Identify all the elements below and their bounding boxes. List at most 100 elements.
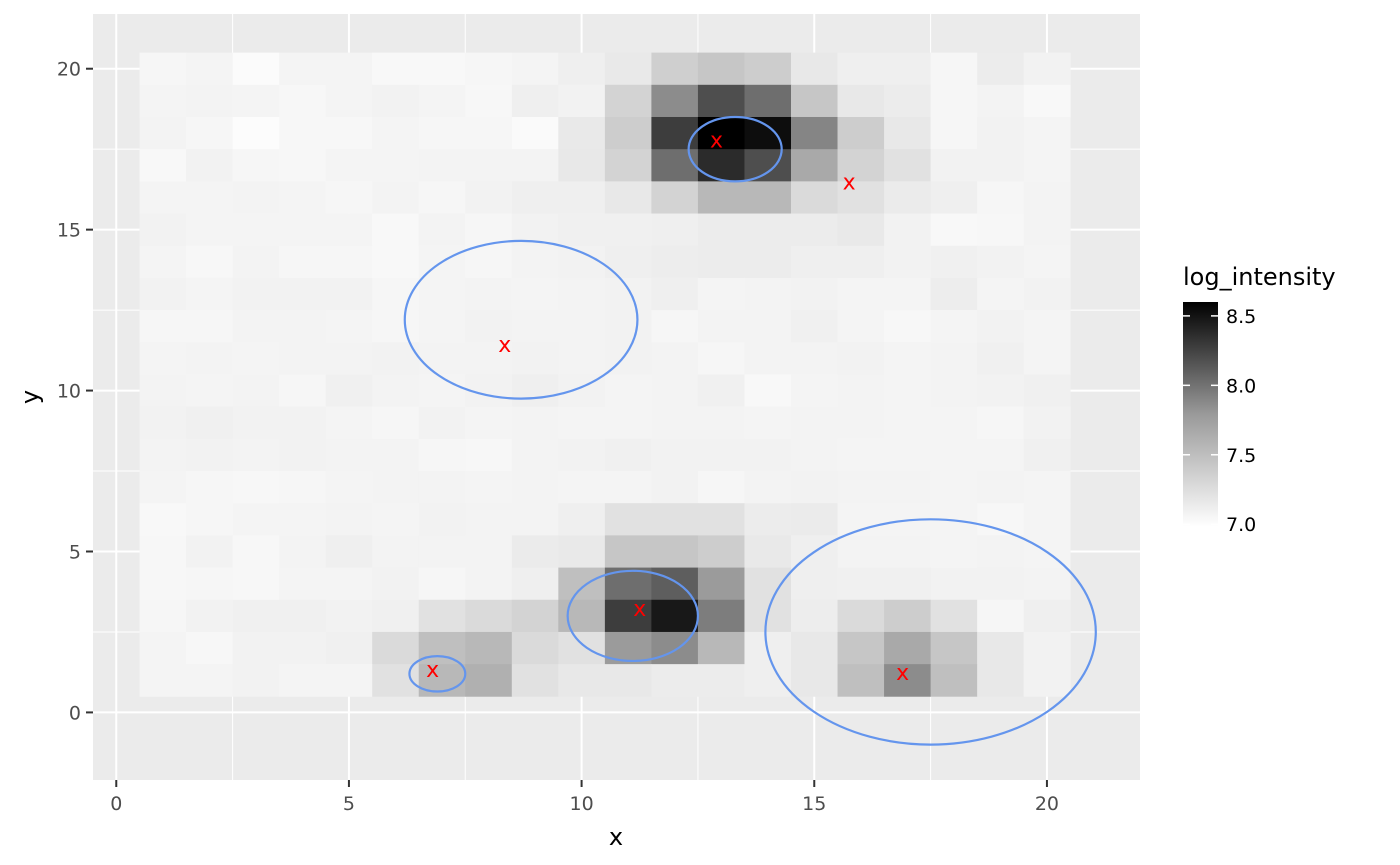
heatmap-tile: [139, 245, 187, 279]
heatmap-tile: [279, 342, 327, 375]
heatmap-tile: [930, 116, 978, 150]
heatmap-tile: [186, 438, 233, 472]
heatmap-tile: [139, 567, 187, 601]
heatmap-tile: [372, 567, 420, 601]
heatmap-tile: [511, 503, 559, 536]
heatmap-tile: [697, 213, 745, 247]
heatmap-tile: [604, 245, 652, 279]
heatmap-tile: [604, 599, 652, 633]
heatmap-tile: [186, 213, 233, 247]
heatmap-tile: [139, 277, 187, 311]
region-circle: [403, 239, 639, 400]
y-tick-label: 10: [57, 381, 81, 403]
heatmap-tile: [651, 149, 699, 182]
heatmap-tile: [651, 599, 699, 633]
heatmap-tile: [418, 631, 466, 665]
heatmap-tile: [837, 181, 885, 214]
heatmap-tile: [558, 116, 606, 150]
heatmap-tile: [279, 406, 327, 440]
heatmap-tile: [837, 84, 885, 118]
heatmap-tile: [418, 406, 466, 440]
heatmap-tile: [837, 52, 885, 86]
heatmap-tile: [651, 374, 699, 408]
heatmap-tile: [418, 503, 466, 536]
heatmap-tile: [186, 374, 233, 408]
heatmap-tile: [884, 116, 931, 150]
heatmap-tile: [511, 535, 559, 568]
heatmap-tile: [232, 374, 280, 408]
heatmap-tile: [884, 52, 931, 86]
heatmap-tile: [697, 84, 745, 118]
heatmap-tile: [372, 438, 420, 472]
heatmap-tile: [279, 503, 327, 536]
heatmap-tile: [325, 471, 373, 504]
region-circle: [764, 518, 1097, 746]
heatmap-tile: [977, 471, 1025, 504]
heatmap-tile: [930, 84, 978, 118]
heatmap-tile: [511, 599, 559, 633]
heatmap-tile: [372, 181, 420, 214]
heatmap-tile: [186, 406, 233, 440]
heatmap-tile: [232, 213, 280, 247]
heatmap-tile: [930, 277, 978, 311]
heatmap-tile: [604, 406, 652, 440]
heatmap-tile: [791, 471, 838, 504]
heatmap-tile: [1023, 471, 1071, 504]
heatmap-tile: [884, 535, 931, 568]
heatmap-tile: [837, 567, 885, 601]
heatmap-tile: [744, 535, 792, 568]
heatmap-tile: [791, 342, 838, 375]
heatmap-tile: [279, 631, 327, 665]
heatmap-tile: [744, 213, 792, 247]
heatmap-tile: [884, 310, 931, 343]
heatmap-tile: [884, 181, 931, 214]
legend-tick-label: 8.0: [1226, 375, 1256, 397]
heatmap-tile: [279, 535, 327, 568]
heatmap-tile: [232, 438, 280, 472]
heatmap-tile: [884, 406, 931, 440]
heatmap-tile: [604, 149, 652, 182]
heatmap-tile: [139, 342, 187, 375]
heatmap-tile: [1023, 149, 1071, 182]
heatmap-tile: [325, 438, 373, 472]
heatmap-tile: [511, 84, 559, 118]
heatmap-tile: [1023, 631, 1071, 665]
heatmap-tile: [697, 631, 745, 665]
heatmap-tile: [744, 277, 792, 311]
heatmap-tile: [511, 245, 559, 279]
heatmap-tile: [186, 535, 233, 568]
heatmap-tile: [325, 245, 373, 279]
heatmap-tile: [930, 374, 978, 408]
heatmap-tile: [465, 438, 513, 472]
heatmap-tile: [837, 213, 885, 247]
heatmap-tile: [977, 245, 1025, 279]
heatmap-tile: [837, 438, 885, 472]
heatmap-tile: [325, 503, 373, 536]
heatmap-tile: [558, 52, 606, 86]
heatmap-tile: [418, 213, 466, 247]
heatmap-tile: [604, 84, 652, 118]
heatmap-tile: [511, 310, 559, 343]
heatmap-tile: [232, 149, 280, 182]
heatmap-tile: [1023, 84, 1071, 118]
heatmap-tile: [837, 277, 885, 311]
heatmap-tile: [744, 406, 792, 440]
peak-marker: x: [896, 661, 909, 686]
heatmap-tile: [511, 664, 559, 697]
y-tick-label: 20: [57, 59, 81, 81]
legend-tick-label: 7.5: [1226, 445, 1256, 467]
heatmap-tile: [791, 213, 838, 247]
heatmap-tile: [139, 52, 187, 86]
heatmap-tile: [1023, 181, 1071, 214]
x-axis: 0 5 10 15 20: [110, 780, 1059, 815]
heatmap-tile: [325, 149, 373, 182]
heatmap-tile: [930, 406, 978, 440]
heatmap-tile: [791, 181, 838, 214]
heatmap-tile: [465, 406, 513, 440]
heatmap-tile: [279, 52, 327, 86]
heatmap-tile: [930, 631, 978, 665]
x-tick-label: 20: [1035, 793, 1059, 815]
heatmap-tile: [791, 277, 838, 311]
heatmap-tile: [744, 567, 792, 601]
